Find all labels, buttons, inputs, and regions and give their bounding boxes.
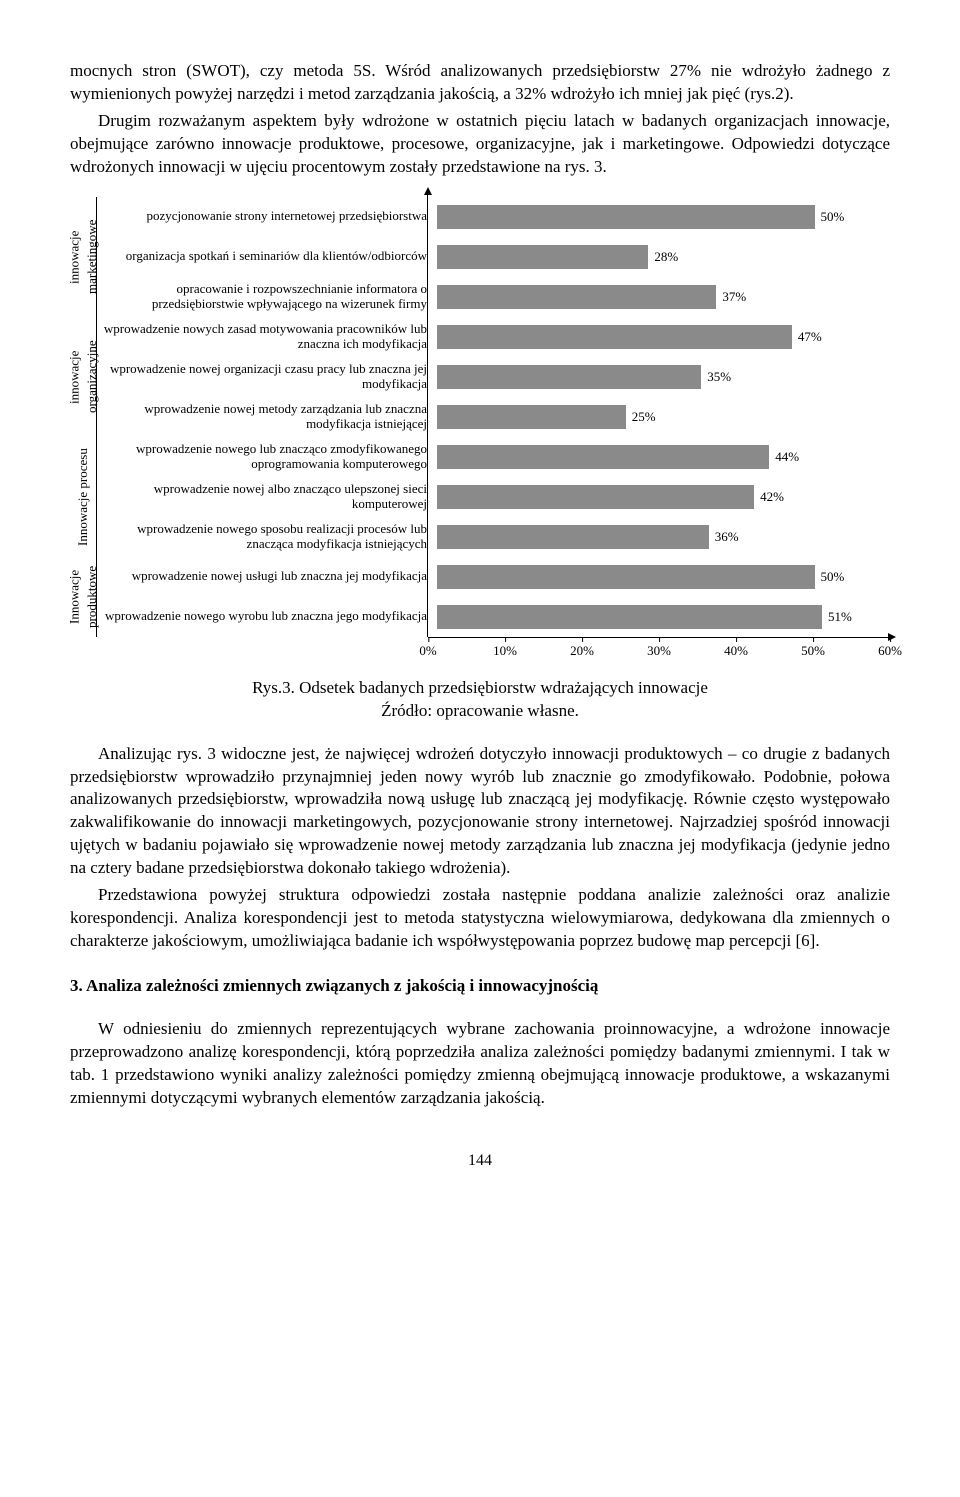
chart-row: opracowanie i rozpowszechnianie informat… bbox=[97, 277, 890, 317]
page-number: 144 bbox=[70, 1150, 890, 1172]
chart-bar bbox=[437, 245, 648, 269]
body-paragraph: Analizując rys. 3 widoczne jest, że najw… bbox=[70, 743, 890, 881]
chart-bar-value: 51% bbox=[828, 608, 852, 626]
body-paragraph: W odniesieniu do zmiennych reprezentując… bbox=[70, 1018, 890, 1110]
chart-x-tick: 10% bbox=[493, 642, 517, 660]
chart-bar-value: 44% bbox=[775, 448, 799, 466]
body-paragraph: Przedstawiona powyżej struktura odpowied… bbox=[70, 884, 890, 953]
chart-row: wprowadzenie nowego sposobu realizacji p… bbox=[97, 517, 890, 557]
chart-bar-value: 25% bbox=[632, 408, 656, 426]
chart-row: organizacja spotkań i seminariów dla kli… bbox=[97, 237, 890, 277]
chart-bar bbox=[437, 365, 701, 389]
chart-row-label: wprowadzenie nowej usługi lub znaczna je… bbox=[97, 569, 437, 584]
chart-bar bbox=[437, 525, 709, 549]
chart-row: pozycjonowanie strony internetowej przed… bbox=[97, 197, 890, 237]
chart-row-label: wprowadzenie nowej organizacji czasu pra… bbox=[97, 362, 437, 392]
chart-row-label: opracowanie i rozpowszechnianie informat… bbox=[97, 282, 437, 312]
chart-x-tick: 30% bbox=[647, 642, 671, 660]
chart-bar-value: 36% bbox=[715, 528, 739, 546]
chart-bar bbox=[437, 325, 792, 349]
chart-x-tick: 20% bbox=[570, 642, 594, 660]
caption-title: Rys.3. Odsetek badanych przedsiębiorstw … bbox=[252, 678, 708, 697]
chart-row: wprowadzenie nowej albo znacząco ulepszo… bbox=[97, 477, 890, 517]
body-paragraph: Drugim rozważanym aspektem były wdrożone… bbox=[70, 110, 890, 179]
chart-row-label: pozycjonowanie strony internetowej przed… bbox=[97, 209, 437, 224]
chart-bar bbox=[437, 445, 769, 469]
chart-group-label: innowacje organizacyjne bbox=[70, 317, 96, 437]
chart-bar-value: 50% bbox=[821, 568, 845, 586]
chart-row: wprowadzenie nowego wyrobu lub znaczna j… bbox=[97, 597, 890, 637]
chart-row: wprowadzenie nowej usługi lub znaczna je… bbox=[97, 557, 890, 597]
chart-row-label: wprowadzenie nowego sposobu realizacji p… bbox=[97, 522, 437, 552]
chart-bar-value: 47% bbox=[798, 328, 822, 346]
chart-bar-value: 35% bbox=[707, 368, 731, 386]
chart-bar bbox=[437, 565, 815, 589]
chart-bar bbox=[437, 205, 815, 229]
figure-caption: Rys.3. Odsetek badanych przedsiębiorstw … bbox=[70, 677, 890, 723]
chart-group-label: innowacje marketingowe bbox=[70, 197, 96, 317]
chart-bar bbox=[437, 285, 716, 309]
chart-row: wprowadzenie nowej organizacji czasu pra… bbox=[97, 357, 890, 397]
chart-x-tick: 60% bbox=[878, 642, 902, 660]
chart-x-tick: 40% bbox=[724, 642, 748, 660]
chart-bar-value: 28% bbox=[654, 248, 678, 266]
innovation-chart: innowacje marketingoweinnowacje organiza… bbox=[70, 197, 890, 665]
chart-row: wprowadzenie nowych zasad motywowania pr… bbox=[97, 317, 890, 357]
chart-row-label: wprowadzenie nowego lub znacząco zmodyfi… bbox=[97, 442, 437, 472]
chart-group-label: Innowacje procesu bbox=[70, 437, 96, 557]
body-paragraph: mocnych stron (SWOT), czy metoda 5S. Wśr… bbox=[70, 60, 890, 106]
chart-bar bbox=[437, 605, 822, 629]
chart-row-label: wprowadzenie nowych zasad motywowania pr… bbox=[97, 322, 437, 352]
caption-source: Źródło: opracowanie własne. bbox=[381, 701, 579, 720]
chart-row: wprowadzenie nowego lub znacząco zmodyfi… bbox=[97, 437, 890, 477]
chart-group-label: Innowacje produktowe bbox=[70, 557, 96, 637]
chart-row-label: organizacja spotkań i seminariów dla kli… bbox=[97, 249, 437, 264]
chart-x-tick: 0% bbox=[419, 642, 436, 660]
section-heading: 3. Analiza zależności zmiennych związany… bbox=[70, 975, 890, 998]
chart-bar bbox=[437, 485, 754, 509]
chart-row: wprowadzenie nowej metody zarządzania lu… bbox=[97, 397, 890, 437]
chart-bar-value: 37% bbox=[722, 288, 746, 306]
chart-bar-value: 50% bbox=[821, 208, 845, 226]
chart-row-label: wprowadzenie nowej albo znacząco ulepszo… bbox=[97, 482, 437, 512]
chart-row-label: wprowadzenie nowego wyrobu lub znaczna j… bbox=[97, 609, 437, 624]
chart-bar-value: 42% bbox=[760, 488, 784, 506]
chart-row-label: wprowadzenie nowej metody zarządzania lu… bbox=[97, 402, 437, 432]
chart-bar bbox=[437, 405, 626, 429]
chart-x-tick: 50% bbox=[801, 642, 825, 660]
